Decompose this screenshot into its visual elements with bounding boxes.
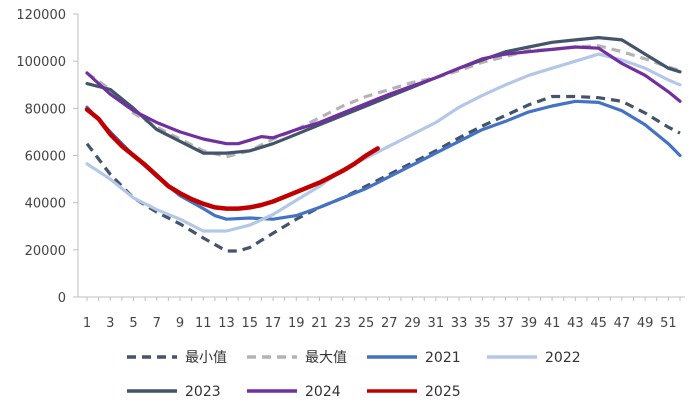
x-tick-label: 33 [451, 316, 468, 331]
series-lines [84, 35, 682, 253]
x-tick-label: 31 [428, 316, 445, 331]
series-line-2025 [84, 107, 380, 211]
legend-label-2021: 2021 [425, 350, 461, 366]
y-tick-label: 120000 [16, 8, 66, 23]
x-tick-label: 35 [474, 316, 491, 331]
legend: 最小值 最大值 2021 2022 2023 2024 2025 [127, 350, 581, 400]
x-tick-label: 5 [129, 316, 137, 331]
y-tick-label: 100000 [16, 55, 66, 70]
x-tick-label: 51 [660, 316, 677, 331]
x-tick-label: 3 [106, 316, 114, 331]
x-tick-label: 9 [176, 316, 184, 331]
x-tick-label: 13 [218, 316, 235, 331]
x-tick-label: 23 [335, 316, 352, 331]
series-line-2022 [85, 52, 682, 233]
x-tick-label: 45 [590, 316, 607, 331]
x-tick-label: 1 [83, 316, 91, 331]
y-tick-label: 40000 [25, 197, 66, 212]
x-tick-label: 29 [404, 316, 421, 331]
x-tick-label: 41 [544, 316, 561, 331]
series-line-2023 [85, 35, 682, 155]
x-tick-label: 43 [567, 316, 584, 331]
series-line-最小值 [85, 94, 681, 253]
x-tick-label: 39 [521, 316, 538, 331]
legend-label-2022: 2022 [545, 350, 581, 366]
series-line-2024 [85, 45, 682, 146]
legend-label-2025: 2025 [425, 384, 461, 400]
x-tick-label: 15 [242, 316, 259, 331]
x-tick-label: 37 [497, 316, 514, 331]
legend-label-最小值: 最小值 [185, 350, 227, 366]
x-axis-ticks: 1 3 5 7 9 11 13 15 17 19 21 23 25 27 29 31 33 35 37 39 41 43 4… [83, 297, 681, 331]
x-tick-label: 11 [195, 316, 212, 331]
y-tick-label: 60000 [25, 150, 66, 165]
y-tick-label: 20000 [25, 244, 66, 259]
x-tick-label: 19 [288, 316, 305, 331]
x-tick-label: 21 [311, 316, 328, 331]
legend-label-最大值: 最大值 [305, 350, 347, 366]
x-tick-label: 25 [358, 316, 375, 331]
x-tick-label: 47 [614, 316, 631, 331]
y-axis-ticks: 0 20000 40000 60000 80000 100000 120000 [16, 8, 78, 306]
y-tick-label: 80000 [25, 102, 66, 117]
x-tick-label: 17 [265, 316, 282, 331]
y-tick-label: 0 [58, 291, 66, 306]
legend-label-2024: 2024 [305, 384, 341, 400]
x-tick-label: 49 [637, 316, 654, 331]
series-line-2021 [85, 99, 682, 221]
x-tick-label: 27 [381, 316, 398, 331]
legend-label-2023: 2023 [185, 384, 221, 400]
x-tick-label: 7 [153, 316, 161, 331]
